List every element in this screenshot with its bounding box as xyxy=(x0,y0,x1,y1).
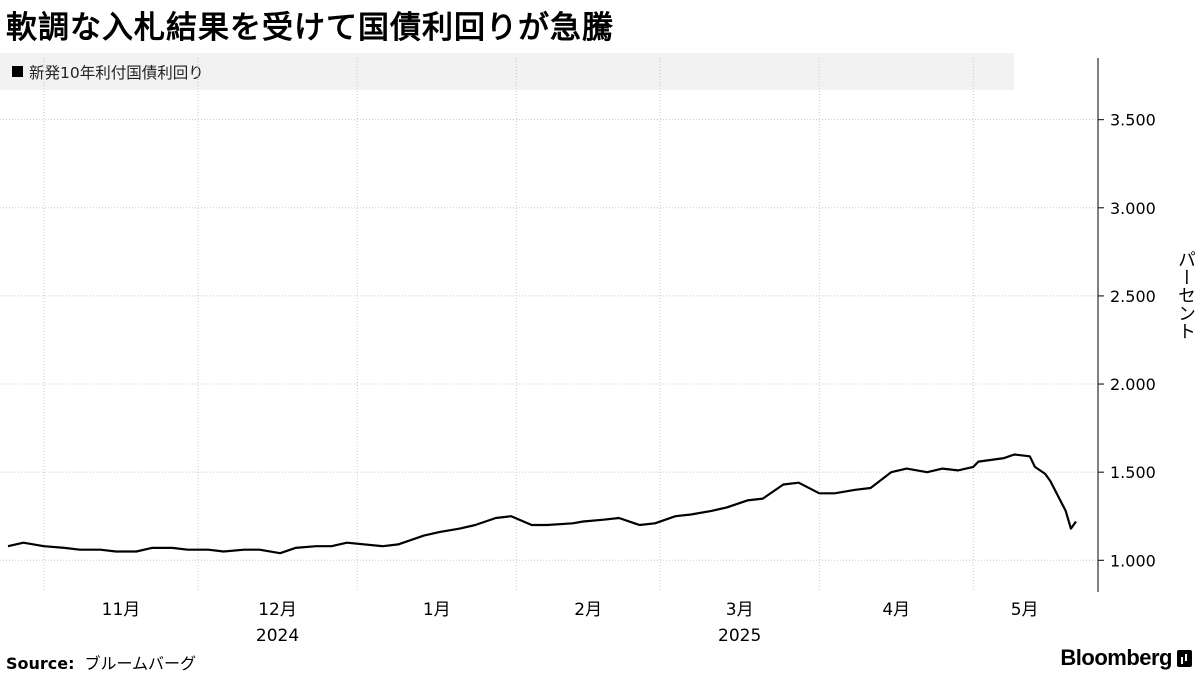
y-tick-label: 2.000 xyxy=(1110,375,1156,394)
x-tick-label: 4月 xyxy=(882,600,910,620)
source-text: ブルームバーグ xyxy=(84,654,197,673)
x-tick-label: 5月 xyxy=(1011,600,1039,620)
x-tick-label: 2月 xyxy=(574,600,602,620)
legend-item: 新発10年利付国債利回り xyxy=(12,61,204,83)
brand-name: Bloomberg xyxy=(1060,645,1172,670)
legend-swatch xyxy=(12,66,23,77)
x-tick-label: 12月 xyxy=(258,600,297,620)
y-axis-label: パーセント xyxy=(1175,250,1196,340)
y-tick-label: 3.000 xyxy=(1110,199,1156,218)
x-year-label: 2024 xyxy=(256,626,299,646)
x-tick-label: 3月 xyxy=(726,600,754,620)
y-tick-label: 1.500 xyxy=(1110,463,1156,482)
chart-title: 軟調な入札結果を受けて国債利回りが急騰 xyxy=(6,10,614,46)
bloomberg-logo: Bloomberg xyxy=(1060,645,1192,671)
x-tick-label: 1月 xyxy=(423,600,451,620)
legend: 新発10年利付国債利回り xyxy=(0,53,1014,90)
series-line xyxy=(7,453,1077,555)
x-tick-label: 11月 xyxy=(102,600,141,620)
legend-label: 新発10年利付国債利回り xyxy=(29,63,204,82)
terminal-icon xyxy=(1177,649,1192,667)
x-year-label: 2025 xyxy=(718,626,761,646)
y-tick-label: 2.500 xyxy=(1110,287,1156,306)
y-tick-label: 3.500 xyxy=(1110,111,1156,130)
y-tick-label: 1.000 xyxy=(1110,551,1156,570)
source-note: Source: ブルームバーグ xyxy=(6,650,196,674)
source-label: Source: xyxy=(6,654,75,673)
